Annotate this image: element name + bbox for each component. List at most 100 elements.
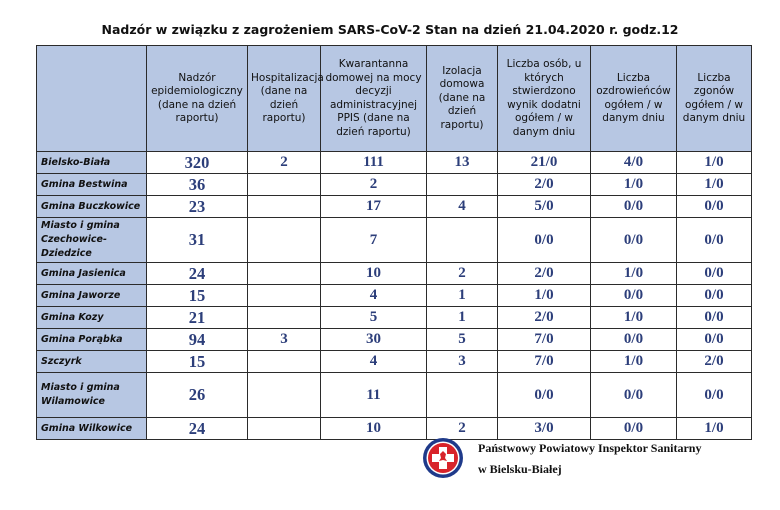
cell-deaths: 1/0 (676, 173, 752, 196)
cell-quarantine: 5 (320, 306, 427, 329)
cell-hospitalization: 2 (247, 151, 321, 174)
cell-deaths: 2/0 (676, 350, 752, 373)
cell-recovered: 1/0 (590, 306, 677, 329)
cell-isolation (426, 173, 498, 196)
cell-quarantine: 4 (320, 350, 427, 373)
cell-hospitalization (247, 306, 321, 329)
cell-hospitalization (247, 417, 321, 440)
row-name: Miasto i gmina Czechowice-Dziedzice (36, 217, 147, 263)
cell-supervision: 31 (146, 217, 248, 263)
row-name: Gmina Wilkowice (36, 417, 147, 440)
cell-supervision: 24 (146, 417, 248, 440)
cell-positive: 1/0 (497, 284, 591, 307)
cell-supervision: 15 (146, 350, 248, 373)
header-hospitalization: Hospitalizacja (dane na dzień raportu) (247, 45, 324, 152)
table-row: Gmina Buczkowice 23 17 4 5/0 0/0 0/0 (36, 195, 752, 218)
cell-quarantine: 30 (320, 328, 427, 351)
cell-deaths: 0/0 (676, 262, 752, 285)
cell-deaths: 0/0 (676, 306, 752, 329)
row-name: Gmina Jasienica (36, 262, 147, 285)
table-row: Miasto i gmina Czechowice-Dziedzice 31 7… (36, 217, 752, 263)
table-row: Bielsko-Biała 320 2 111 13 21/0 4/0 1/0 (36, 151, 752, 174)
cell-positive: 7/0 (497, 328, 591, 351)
cell-quarantine: 7 (320, 217, 427, 263)
cell-isolation: 4 (426, 195, 498, 218)
cell-quarantine: 10 (320, 417, 427, 440)
cell-recovered: 0/0 (590, 417, 677, 440)
cell-quarantine: 4 (320, 284, 427, 307)
header-name-column (36, 45, 147, 152)
cell-recovered: 0/0 (590, 217, 677, 263)
report-table: Nadzór epidemiologiczny (dane na dzień r… (36, 45, 752, 440)
cell-supervision: 21 (146, 306, 248, 329)
cell-supervision: 26 (146, 372, 248, 418)
cell-deaths: 0/0 (676, 217, 752, 263)
cell-positive: 2/0 (497, 173, 591, 196)
cell-isolation: 1 (426, 284, 498, 307)
cell-deaths: 1/0 (676, 417, 752, 440)
cell-positive: 0/0 (497, 217, 591, 263)
cell-deaths: 0/0 (676, 372, 752, 418)
table-row: Gmina Porąbka 94 3 30 5 7/0 0/0 0/0 (36, 328, 752, 351)
cell-recovered: 0/0 (590, 328, 677, 351)
page-title: Nadzór w związku z zagrożeniem SARS-CoV-… (101, 22, 679, 37)
sanitary-inspection-seal-icon (423, 438, 463, 478)
header-deaths: Liczba zgonów ogółem / w danym dniu (676, 45, 752, 152)
cell-isolation (426, 372, 498, 418)
cell-deaths: 0/0 (676, 195, 752, 218)
table-row: Gmina Jasienica 24 10 2 2/0 1/0 0/0 (36, 262, 752, 285)
cell-hospitalization (247, 372, 321, 418)
cell-hospitalization (247, 262, 321, 285)
cell-hospitalization: 3 (247, 328, 321, 351)
cell-hospitalization (247, 350, 321, 373)
cell-quarantine: 111 (320, 151, 427, 174)
cell-isolation (426, 217, 498, 263)
cell-quarantine: 10 (320, 262, 427, 285)
cell-recovered: 4/0 (590, 151, 677, 174)
cell-positive: 2/0 (497, 306, 591, 329)
cell-positive: 2/0 (497, 262, 591, 285)
cell-positive: 0/0 (497, 372, 591, 418)
row-name: Gmina Kozy (36, 306, 147, 329)
cell-hospitalization (247, 173, 321, 196)
cell-isolation: 13 (426, 151, 498, 174)
inspector-location: w Bielsku-Białej (478, 462, 562, 476)
cell-supervision: 24 (146, 262, 248, 285)
table-row: Szczyrk 15 4 3 7/0 1/0 2/0 (36, 350, 752, 373)
cell-positive: 21/0 (497, 151, 591, 174)
table-row: Gmina Bestwina 36 2 2/0 1/0 1/0 (36, 173, 752, 196)
cell-supervision: 23 (146, 195, 248, 218)
cell-hospitalization (247, 217, 321, 263)
cell-isolation: 2 (426, 262, 498, 285)
cell-hospitalization (247, 284, 321, 307)
header-home-isolation: Izolacja domowa (dane na dzień raportu) (426, 45, 498, 152)
header-row: Nadzór epidemiologiczny (dane na dzień r… (36, 45, 752, 152)
cell-deaths: 1/0 (676, 151, 752, 174)
row-name: Gmina Buczkowice (36, 195, 147, 218)
cell-recovered: 1/0 (590, 173, 677, 196)
cell-recovered: 0/0 (590, 372, 677, 418)
cell-isolation: 5 (426, 328, 498, 351)
cell-recovered: 0/0 (590, 284, 677, 307)
signature-footer: Państwowy Powiatowy Inspektor Sanitarny … (422, 437, 762, 487)
cell-quarantine: 2 (320, 173, 427, 196)
header-epidemiological-supervision: Nadzór epidemiologiczny (dane na dzień r… (146, 45, 248, 152)
row-name: Szczyrk (36, 350, 147, 373)
row-name: Gmina Bestwina (36, 173, 147, 196)
cell-supervision: 36 (146, 173, 248, 196)
cell-positive: 7/0 (497, 350, 591, 373)
inspector-title: Państwowy Powiatowy Inspektor Sanitarny (478, 441, 702, 455)
row-name: Gmina Porąbka (36, 328, 147, 351)
header-recovered: Liczba ozdrowieńców ogółem / w danym dni… (590, 45, 677, 152)
header-positive-cases: Liczba osób, u których stwierdzono wynik… (497, 45, 591, 152)
cell-quarantine: 11 (320, 372, 427, 418)
header-quarantine: Kwarantanna domowej na mocy decyzji admi… (320, 45, 427, 152)
cell-deaths: 0/0 (676, 284, 752, 307)
cell-recovered: 1/0 (590, 262, 677, 285)
cell-hospitalization (247, 195, 321, 218)
row-name: Gmina Jaworze (36, 284, 147, 307)
table-row: Gmina Kozy 21 5 1 2/0 1/0 0/0 (36, 306, 752, 329)
table-row: Gmina Wilkowice 24 10 2 3/0 0/0 1/0 (36, 417, 752, 440)
row-name: Miasto i gmina Wilamowice (36, 372, 147, 418)
cell-supervision: 15 (146, 284, 248, 307)
